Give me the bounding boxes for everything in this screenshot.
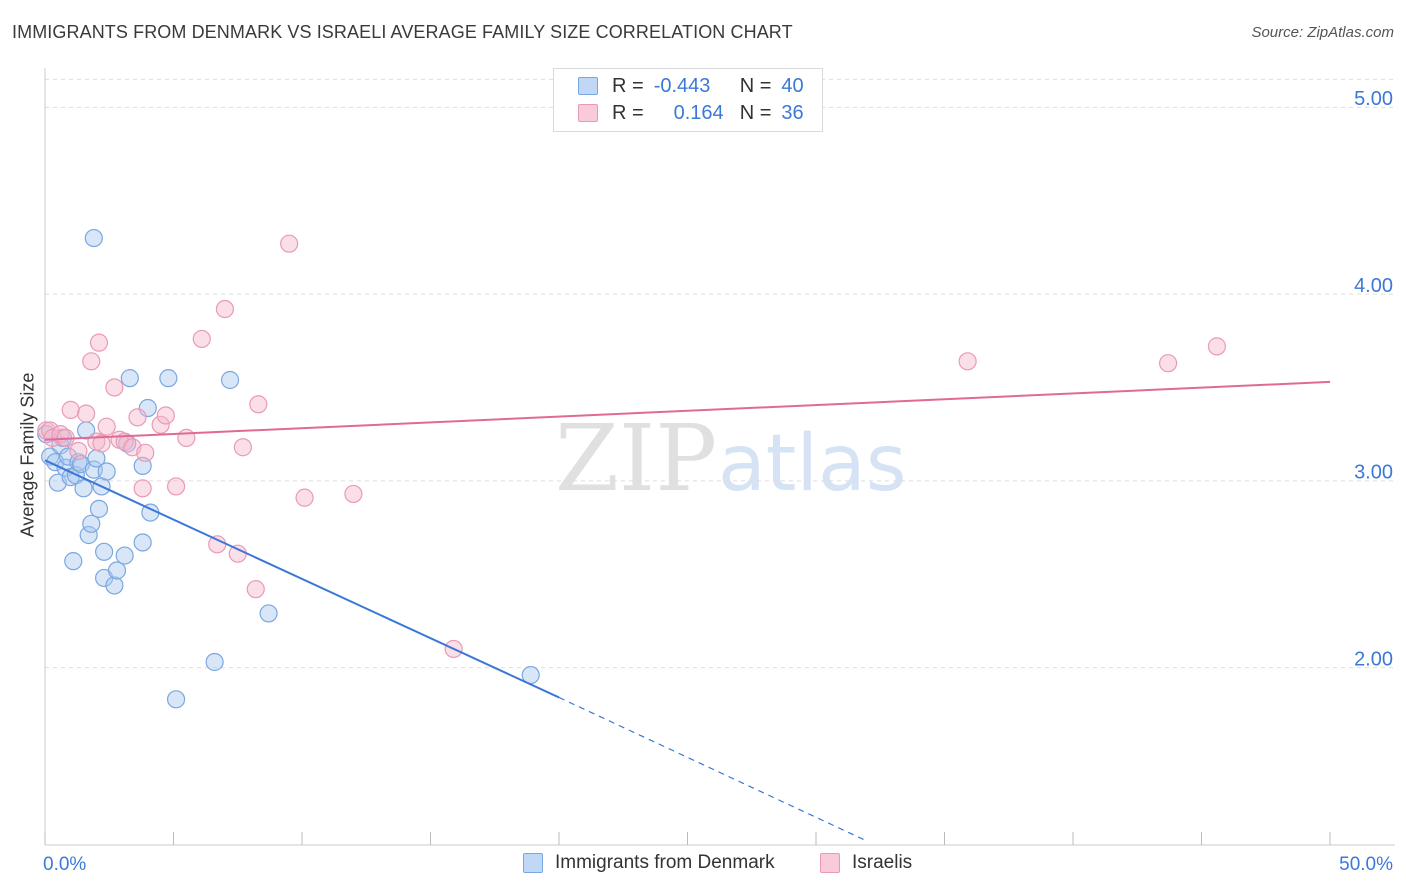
legend-row-denmark: R = -0.443 N = 40: [578, 74, 804, 98]
bottom-legend-label-denmark: Immigrants from Denmark: [555, 852, 775, 873]
point-israelis: [69, 441, 88, 461]
point-israelis: [249, 395, 268, 414]
point-israelis: [97, 417, 116, 436]
y-tick-label: 3.00: [1354, 462, 1393, 484]
point-israelis: [344, 484, 363, 504]
bottom-legend-israelis: Israelis: [820, 852, 912, 874]
point-israelis: [295, 488, 314, 507]
point-israelis: [233, 438, 252, 457]
point-denmark: [166, 690, 186, 709]
bottom-legend-label-israelis: Israelis: [852, 852, 913, 873]
point-israelis: [61, 400, 80, 419]
point-israelis: [215, 299, 234, 319]
point-israelis: [156, 406, 175, 425]
point-denmark: [95, 542, 114, 561]
legend-r-value: 0.164: [673, 101, 724, 124]
point-denmark: [259, 604, 278, 623]
bottom-legend-denmark: Immigrants from Denmark: [523, 852, 775, 874]
point-denmark: [159, 369, 178, 388]
point-israelis: [128, 408, 147, 427]
legend-r-value: -0.443: [653, 74, 711, 97]
bottom-legend-swatch-blue: [523, 853, 543, 873]
y-axis-label: Average Family Size: [17, 372, 38, 538]
y-tick-label: 2.00: [1354, 648, 1393, 670]
point-israelis: [958, 352, 977, 371]
x-tick-label-max: 50.0%: [1339, 854, 1393, 875]
point-israelis: [280, 234, 299, 253]
x-tick-label-min: 0.0%: [43, 854, 86, 875]
source-credit: Source: ZipAtlas.com: [1251, 24, 1394, 41]
point-denmark: [105, 576, 124, 595]
point-israelis: [208, 535, 227, 554]
legend-n-label: N =: [739, 101, 772, 124]
legend-n-label: N =: [739, 74, 772, 97]
point-denmark: [220, 370, 240, 390]
point-denmark: [120, 369, 139, 388]
trendline-denmark-extension: [558, 696, 868, 842]
point-denmark: [84, 228, 103, 248]
point-denmark: [138, 398, 157, 418]
point-denmark: [74, 479, 93, 498]
point-denmark: [82, 514, 101, 533]
point-denmark: [205, 652, 224, 672]
point-israelis: [228, 544, 247, 563]
point-denmark: [107, 561, 127, 580]
point-israelis: [133, 479, 152, 498]
trendline-israelis: [44, 380, 1331, 441]
point-denmark: [89, 499, 109, 518]
point-denmark: [133, 533, 152, 552]
trendline-denmark: [44, 459, 560, 699]
point-israelis: [246, 580, 265, 599]
legend-swatch-blue: [578, 77, 598, 95]
legend-r-label: R =: [612, 101, 644, 124]
legend-row-israelis: R = 0.164 N = 36: [578, 101, 804, 125]
legend-swatch-pink: [578, 104, 598, 122]
point-israelis: [151, 415, 170, 434]
point-denmark: [97, 462, 116, 481]
point-denmark: [79, 525, 98, 545]
point-israelis: [177, 428, 196, 447]
point-israelis: [1207, 337, 1227, 356]
y-tick-label: 4.00: [1354, 275, 1393, 297]
y-tick-label: 5.00: [1354, 88, 1393, 110]
point-denmark: [64, 552, 83, 571]
watermark-atlas: atlas: [718, 419, 907, 509]
watermark-zip: ZIP: [555, 405, 717, 512]
point-israelis: [136, 443, 155, 462]
chart-title: IMMIGRANTS FROM DENMARK VS ISRAELI AVERA…: [12, 22, 793, 42]
point-israelis: [166, 477, 186, 496]
point-israelis: [77, 404, 96, 423]
point-israelis: [1158, 354, 1178, 373]
point-israelis: [92, 434, 111, 453]
bottom-legend-swatch-pink: [820, 853, 840, 873]
legend-n-value: 36: [781, 101, 804, 124]
point-israelis: [105, 378, 124, 397]
legend-n-value: 40: [781, 74, 804, 97]
legend-r-label: R =: [612, 74, 644, 97]
point-israelis: [192, 329, 211, 349]
point-israelis: [89, 333, 109, 352]
point-denmark: [115, 546, 134, 565]
correlation-legend: R = -0.443 N = 40 R = 0.164 N = 36: [553, 68, 823, 132]
point-israelis: [82, 352, 101, 371]
